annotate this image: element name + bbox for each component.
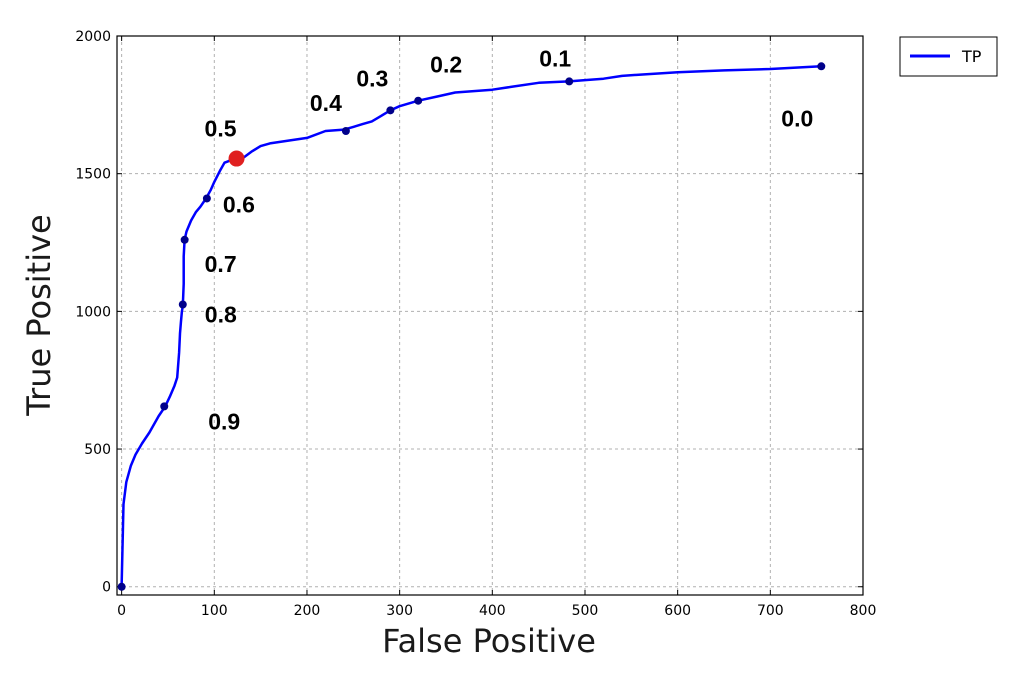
y-axis-label: True Positive — [20, 214, 58, 417]
threshold-label: 0.1 — [539, 45, 571, 71]
threshold-point — [180, 235, 189, 244]
x-axis-label: False Positive — [382, 622, 596, 660]
x-tick-label: 200 — [294, 603, 321, 619]
threshold-point — [117, 582, 126, 591]
threshold-point — [386, 106, 395, 115]
y-tick-label: 1000 — [75, 304, 111, 320]
selected-threshold-label: 0.5 — [205, 116, 237, 142]
threshold-point — [817, 62, 826, 71]
axes: 0 100 200 300 400 500 600 700 800 0 500 1000 1500 200… — [75, 29, 876, 619]
marker-layer — [117, 62, 826, 591]
y-tick-label: 0 — [102, 580, 111, 596]
selected-threshold-point — [228, 150, 245, 167]
threshold-label: 0.2 — [430, 52, 462, 78]
threshold-label: 0.3 — [356, 65, 388, 91]
x-tick-label: 800 — [850, 603, 877, 619]
x-tick-label: 500 — [572, 603, 599, 619]
annotation-layer: 0.9 0.8 0.7 0.6 0.4 0.3 0.2 0.1 0.0 0.5 — [205, 45, 814, 434]
threshold-point — [178, 300, 187, 309]
threshold-label: 0.8 — [205, 301, 237, 327]
x-tick-label: 600 — [664, 603, 691, 619]
threshold-point — [202, 194, 211, 203]
y-tick-label: 1500 — [75, 167, 111, 183]
x-tick-label: 300 — [386, 603, 413, 619]
plot-frame — [116, 35, 864, 596]
y-tick-label: 2000 — [75, 29, 111, 45]
threshold-point — [414, 96, 423, 105]
threshold-label: 0.0 — [781, 105, 813, 131]
y-tick-label: 500 — [84, 442, 111, 458]
legend-label-tp: TP — [961, 47, 982, 66]
x-tick-label: 100 — [201, 603, 228, 619]
threshold-label: 0.9 — [208, 408, 240, 434]
x-tick-label: 400 — [479, 603, 506, 619]
threshold-point — [565, 77, 574, 86]
threshold-label: 0.6 — [223, 191, 255, 217]
x-tick-label: 700 — [757, 603, 784, 619]
threshold-point — [341, 127, 350, 136]
threshold-label: 0.7 — [205, 251, 237, 277]
legend: TP — [899, 36, 998, 77]
threshold-label: 0.4 — [310, 90, 342, 116]
threshold-point — [160, 402, 169, 411]
x-tick-label: 0 — [117, 603, 126, 619]
